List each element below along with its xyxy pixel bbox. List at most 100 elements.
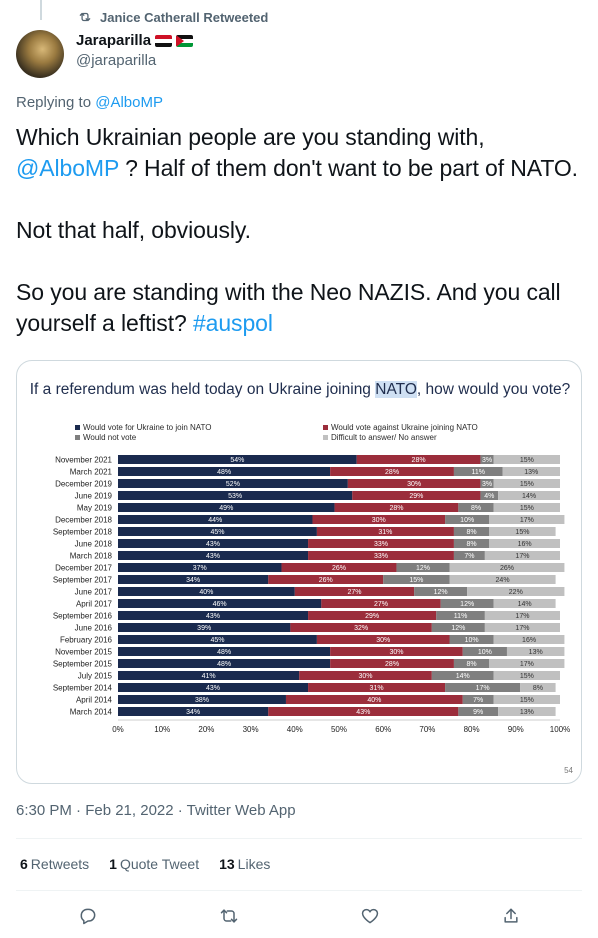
retweets-label: Retweets <box>31 856 89 872</box>
quote-tweets-stat[interactable]: 1 Quote Tweet <box>109 856 199 872</box>
data-label: 14% <box>518 601 532 608</box>
data-label: 33% <box>374 553 388 560</box>
x-tick-label: 100% <box>550 725 570 734</box>
data-label: 15% <box>520 457 534 464</box>
author-block[interactable]: Jaraparilla @jaraparilla <box>76 32 193 69</box>
x-tick-label: 0% <box>112 725 124 734</box>
share-button[interactable] <box>499 904 523 928</box>
hashtag-link[interactable]: #auspol <box>193 310 273 336</box>
author-handle[interactable]: @jaraparilla <box>76 52 193 69</box>
data-label: 9% <box>473 709 483 716</box>
data-label: 28% <box>389 505 403 512</box>
chart-page-number: 54 <box>564 766 573 775</box>
tweet-text-segment: Which Ukrainian people are you standing … <box>16 124 485 150</box>
retweet-header[interactable]: Janice Catherall Retweeted <box>78 8 268 26</box>
data-label: 34% <box>186 709 200 716</box>
like-button[interactable] <box>358 904 382 928</box>
data-label: 40% <box>199 589 213 596</box>
tweet-timestamp[interactable]: 6:30 PM · Feb 21, 2022 · Twitter Web App <box>16 802 296 819</box>
data-label: 48% <box>217 649 231 656</box>
display-name-row[interactable]: Jaraparilla <box>76 32 193 49</box>
tweet-mention[interactable]: @AlboMP <box>16 155 119 181</box>
data-label: 43% <box>356 709 370 716</box>
likes-stat[interactable]: 13 Likes <box>219 856 270 872</box>
data-label: 13% <box>524 469 538 476</box>
data-label: 10% <box>465 637 479 644</box>
data-label: 15% <box>520 697 534 704</box>
divider <box>16 838 582 839</box>
data-label: 37% <box>193 565 207 572</box>
replying-to-prefix: Replying to <box>16 94 95 111</box>
data-label: 26% <box>500 565 514 572</box>
retweet-button[interactable] <box>217 904 241 928</box>
tweet-paragraph-1: Which Ukrainian people are you standing … <box>16 122 582 184</box>
category-label: April 2017 <box>76 600 113 609</box>
avatar[interactable] <box>16 30 64 78</box>
data-label: 13% <box>529 649 543 656</box>
category-label: March 2018 <box>70 552 113 561</box>
tweet-paragraph-2: Not that half, obviously. <box>16 215 582 246</box>
category-label: February 2016 <box>60 636 113 645</box>
quote-tweets-label: Quote Tweet <box>120 856 199 872</box>
data-label: 26% <box>332 565 346 572</box>
data-label: 8% <box>471 505 481 512</box>
data-label: 3% <box>482 481 492 488</box>
thread-line <box>40 0 42 20</box>
category-label: May 2019 <box>77 504 113 513</box>
data-label: 46% <box>213 601 227 608</box>
category-label: March 2014 <box>70 708 113 717</box>
retweets-stat[interactable]: 6 Retweets <box>20 856 89 872</box>
x-tick-label: 70% <box>419 725 435 734</box>
display-name[interactable]: Jaraparilla <box>76 32 151 49</box>
x-tick-label: 90% <box>508 725 524 734</box>
tweet-media-image[interactable]: If a referendum was held today on Ukrain… <box>16 360 582 784</box>
category-label: September 2017 <box>53 576 113 585</box>
data-label: 17% <box>520 661 534 668</box>
likes-label: Likes <box>238 856 271 872</box>
data-label: 4% <box>484 493 494 500</box>
data-label: 8% <box>467 541 477 548</box>
data-label: 30% <box>389 649 403 656</box>
data-label: 52% <box>226 481 240 488</box>
reply-icon <box>78 906 98 926</box>
data-label: 16% <box>522 637 536 644</box>
x-tick-label: 60% <box>375 725 391 734</box>
data-label: 29% <box>409 493 423 500</box>
data-label: 10% <box>478 649 492 656</box>
x-tick-label: 80% <box>464 725 480 734</box>
reply-button[interactable] <box>76 904 100 928</box>
data-label: 54% <box>230 457 244 464</box>
data-label: 28% <box>385 469 399 476</box>
data-label: 43% <box>206 613 220 620</box>
palestine-flag-icon <box>176 35 193 47</box>
category-label: April 2014 <box>76 696 113 705</box>
data-label: 30% <box>372 517 386 524</box>
data-label: 10% <box>460 517 474 524</box>
tweet-paragraph-3: So you are standing with the Neo NAZIS. … <box>16 277 582 339</box>
data-label: 7% <box>473 697 483 704</box>
replying-to-mention[interactable]: @AlboMP <box>95 94 163 111</box>
data-label: 22% <box>509 589 523 596</box>
category-label: November 2021 <box>55 456 112 465</box>
data-label: 43% <box>206 685 220 692</box>
data-label: 49% <box>219 505 233 512</box>
data-label: 8% <box>533 685 543 692</box>
data-label: 34% <box>186 577 200 584</box>
data-label: 17% <box>515 553 529 560</box>
data-label: 26% <box>319 577 333 584</box>
category-label: September 2016 <box>53 612 113 621</box>
tweet-actions <box>0 898 598 934</box>
data-label: 43% <box>206 553 220 560</box>
data-label: 30% <box>359 673 373 680</box>
category-label: November 2015 <box>55 648 112 657</box>
data-label: 48% <box>217 469 231 476</box>
tweet-stats: 6 Retweets 1 Quote Tweet 13 Likes <box>20 856 270 872</box>
category-label: June 2017 <box>75 588 113 597</box>
data-label: 39% <box>197 625 211 632</box>
data-label: 28% <box>385 661 399 668</box>
data-label: 8% <box>467 661 477 668</box>
data-label: 29% <box>365 613 379 620</box>
data-label: 17% <box>515 625 529 632</box>
data-label: 28% <box>412 457 426 464</box>
data-label: 15% <box>515 529 529 536</box>
